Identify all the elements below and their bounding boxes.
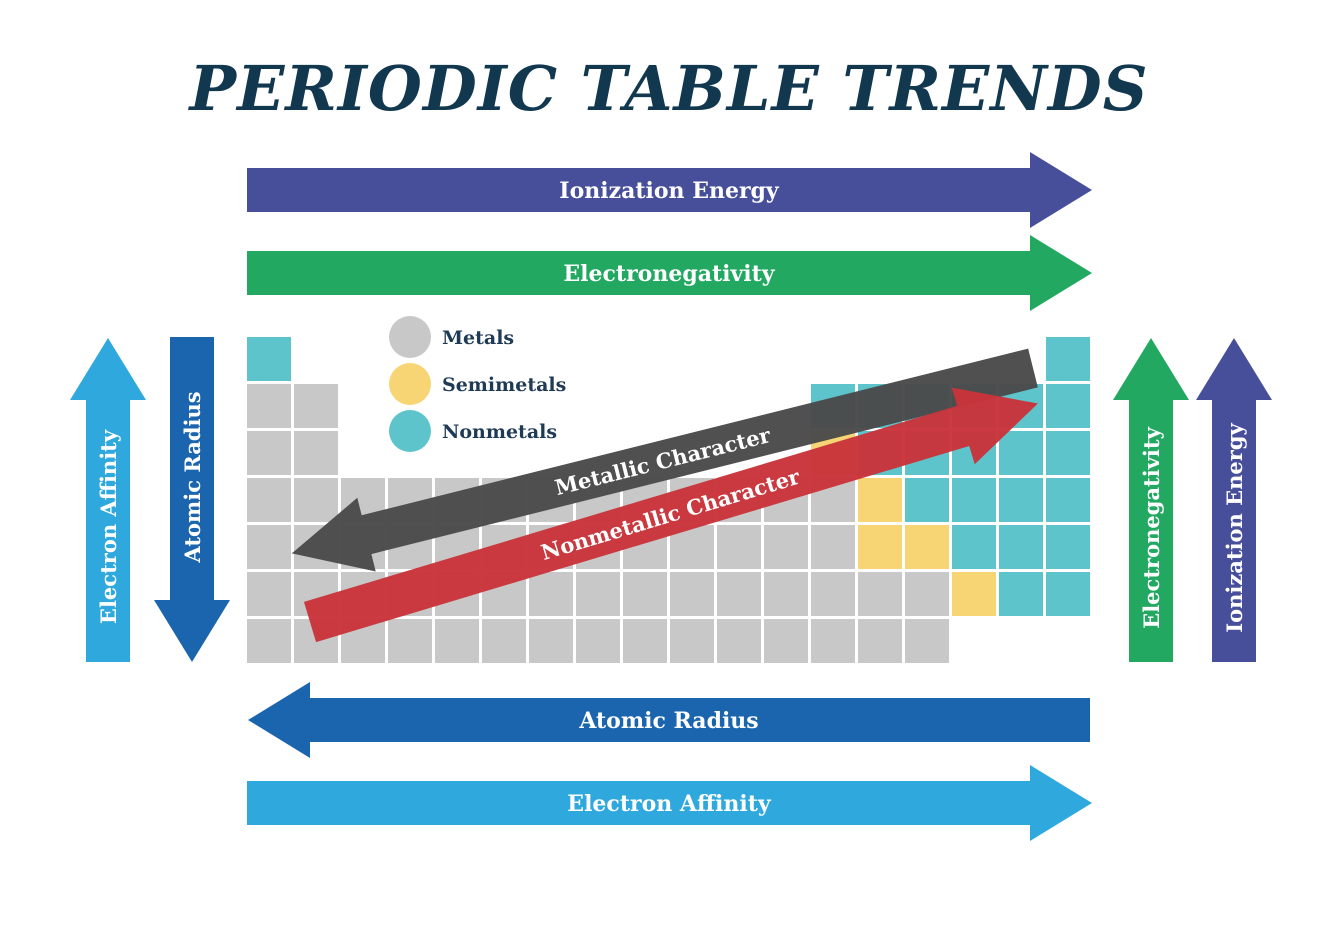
legend-semimetals-label: Semimetals xyxy=(442,374,566,396)
semimetal-cell xyxy=(905,525,949,569)
nonmetal-cell xyxy=(952,525,996,569)
nonmetal-cell xyxy=(1046,337,1090,381)
nonmetal-cell xyxy=(1046,431,1090,475)
electron-affinity-left-label: Electron Affinity xyxy=(96,429,121,624)
electron-affinity-bottom-arrow: Electron Affinity xyxy=(247,765,1092,841)
metal-cell xyxy=(247,619,291,663)
electronegativity-right-label: Electronegativity xyxy=(1139,426,1164,628)
nonmetal-cell xyxy=(999,525,1043,569)
metal-cell xyxy=(247,384,291,428)
legend-metals-swatch xyxy=(389,316,431,358)
ionization-energy-top-label: Ionization Energy xyxy=(559,178,780,204)
electronegativity-top-label: Electronegativity xyxy=(563,261,775,287)
metal-cell xyxy=(764,619,808,663)
legend: Metals Semimetals Nonmetals xyxy=(389,316,566,452)
electronegativity-top-arrow: Electronegativity xyxy=(247,235,1092,311)
metal-cell xyxy=(294,384,338,428)
metal-cell xyxy=(529,572,573,616)
nonmetal-cell xyxy=(1046,478,1090,522)
metal-cell xyxy=(247,431,291,475)
metal-cell xyxy=(529,619,573,663)
metal-cell xyxy=(294,431,338,475)
metal-cell xyxy=(247,572,291,616)
nonmetal-cell xyxy=(1046,525,1090,569)
ionization-energy-top-arrow: Ionization Energy xyxy=(247,152,1092,228)
semimetal-cell xyxy=(858,478,902,522)
semimetal-cell xyxy=(858,525,902,569)
atomic-radius-bottom-label: Atomic Radius xyxy=(578,708,758,734)
metal-cell xyxy=(435,619,479,663)
metal-cell xyxy=(858,619,902,663)
semimetal-cell xyxy=(952,572,996,616)
atomic-radius-bottom-arrow: Atomic Radius xyxy=(248,682,1090,758)
page-title: PERIODIC TABLE TRENDS xyxy=(189,52,1149,125)
nonmetal-cell xyxy=(999,478,1043,522)
metal-cell xyxy=(247,478,291,522)
metal-cell xyxy=(717,525,761,569)
nonmetal-cell xyxy=(905,478,949,522)
nonmetal-cell xyxy=(247,337,291,381)
legend-nonmetals-label: Nonmetals xyxy=(442,421,557,443)
ionization-energy-right-arrow: Ionization Energy xyxy=(1196,338,1272,662)
electron-affinity-left-arrow: Electron Affinity xyxy=(70,338,146,662)
metal-cell xyxy=(670,619,714,663)
legend-nonmetals-swatch xyxy=(389,410,431,452)
metal-cell xyxy=(388,619,432,663)
metal-cell xyxy=(764,572,808,616)
metal-cell xyxy=(247,525,291,569)
electron-affinity-bottom-label: Electron Affinity xyxy=(567,791,772,817)
atomic-radius-left-arrow: Atomic Radius xyxy=(154,337,230,662)
metal-cell xyxy=(717,619,761,663)
nonmetal-cell xyxy=(999,431,1043,475)
legend-semimetals-swatch xyxy=(389,363,431,405)
electronegativity-right-arrow: Electronegativity xyxy=(1113,338,1189,662)
nonmetal-cell xyxy=(999,572,1043,616)
metal-cell xyxy=(717,572,761,616)
metal-cell xyxy=(764,525,808,569)
metal-cell xyxy=(811,619,855,663)
metal-cell xyxy=(905,619,949,663)
metal-cell xyxy=(576,619,620,663)
metal-cell xyxy=(482,619,526,663)
atomic-radius-left-label: Atomic Radius xyxy=(180,391,205,563)
metal-cell xyxy=(811,525,855,569)
metal-cell xyxy=(670,572,714,616)
metal-cell xyxy=(623,619,667,663)
nonmetal-cell xyxy=(1046,384,1090,428)
metal-cell xyxy=(576,572,620,616)
metal-cell xyxy=(623,572,667,616)
nonmetal-cell xyxy=(952,478,996,522)
legend-metals-label: Metals xyxy=(442,327,514,349)
metal-cell xyxy=(858,572,902,616)
metal-cell xyxy=(905,572,949,616)
metal-cell xyxy=(811,572,855,616)
ionization-energy-right-label: Ionization Energy xyxy=(1222,422,1247,632)
nonmetal-cell xyxy=(1046,572,1090,616)
metal-cell xyxy=(294,478,338,522)
